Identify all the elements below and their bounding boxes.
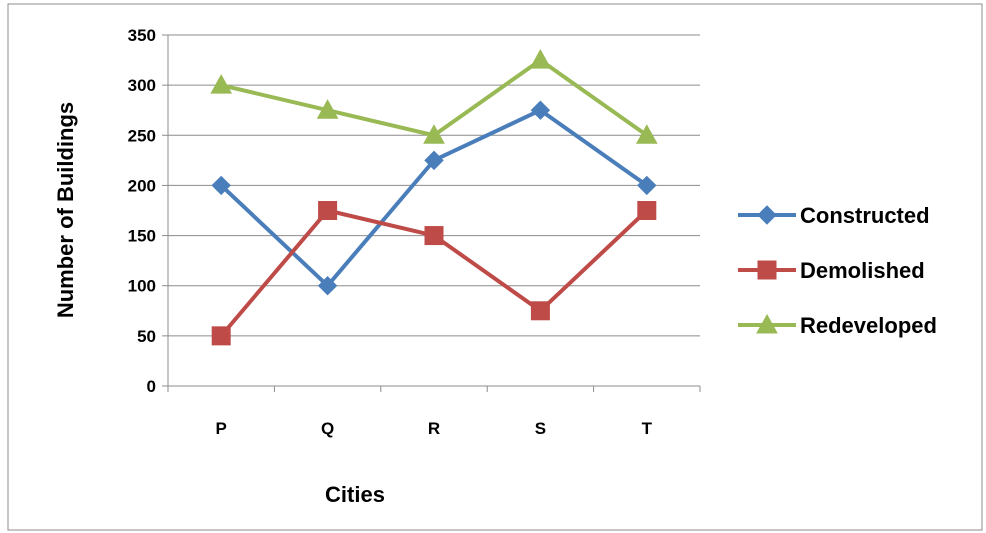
series-demolished: [211, 201, 657, 346]
series-group: [210, 49, 658, 346]
y-tick-label: 200: [128, 176, 156, 195]
legend-label-constructed: Constructed: [800, 203, 930, 228]
data-point-demolished-R: [424, 226, 444, 246]
data-point-demolished-S: [530, 301, 550, 321]
data-point-demolished-T: [637, 201, 657, 220]
data-point-redeveloped-S: [529, 49, 552, 69]
y-tick-label: 350: [128, 26, 156, 45]
x-tick-label-P: P: [216, 419, 227, 438]
x-tick-label-R: R: [428, 419, 440, 438]
data-point-demolished-Q: [318, 201, 338, 220]
data-point-demolished-P: [211, 326, 231, 346]
x-axis-ticks: P Q R S T: [167, 386, 701, 438]
data-point-redeveloped-Q: [316, 99, 339, 119]
axes: [167, 35, 700, 387]
series-redeveloped: [210, 49, 658, 144]
x-tick-label-T: T: [642, 419, 653, 438]
data-point-constructed-R: [424, 150, 444, 171]
y-tick-label: 300: [128, 76, 156, 95]
data-point-redeveloped-P: [210, 74, 233, 94]
legend-marker-redeveloped: [756, 313, 778, 334]
y-axis-title: Number of Buildings: [53, 102, 78, 318]
y-tick-label: 0: [147, 377, 156, 396]
x-axis-title: Cities: [325, 482, 385, 507]
x-tick-label-S: S: [535, 419, 546, 438]
data-point-constructed-S: [530, 100, 551, 120]
legend-item-constructed: Constructed: [738, 203, 930, 228]
legend-item-demolished: Demolished: [738, 258, 925, 283]
y-tick-label: 100: [128, 277, 156, 296]
data-point-redeveloped-T: [635, 124, 658, 144]
legend-marker-demolished: [757, 260, 777, 280]
data-point-constructed-Q: [317, 276, 338, 296]
y-tick-label: 250: [128, 126, 156, 145]
y-tick-label: 50: [137, 327, 156, 346]
legend-item-redeveloped: Redeveloped: [738, 313, 937, 338]
x-tick-label-Q: Q: [321, 419, 334, 438]
data-point-constructed-P: [211, 175, 231, 196]
data-point-redeveloped-R: [423, 124, 445, 144]
legend-label-redeveloped: Redeveloped: [800, 313, 937, 338]
legend-marker-constructed: [757, 205, 777, 225]
legend-label-demolished: Demolished: [800, 258, 925, 283]
legend: Constructed Demolished Redeveloped: [738, 203, 937, 338]
y-tick-label: 150: [128, 227, 156, 246]
data-point-constructed-T: [637, 175, 657, 196]
y-axis-ticks: 0 50 100 150 200 250 300 350: [128, 26, 168, 396]
